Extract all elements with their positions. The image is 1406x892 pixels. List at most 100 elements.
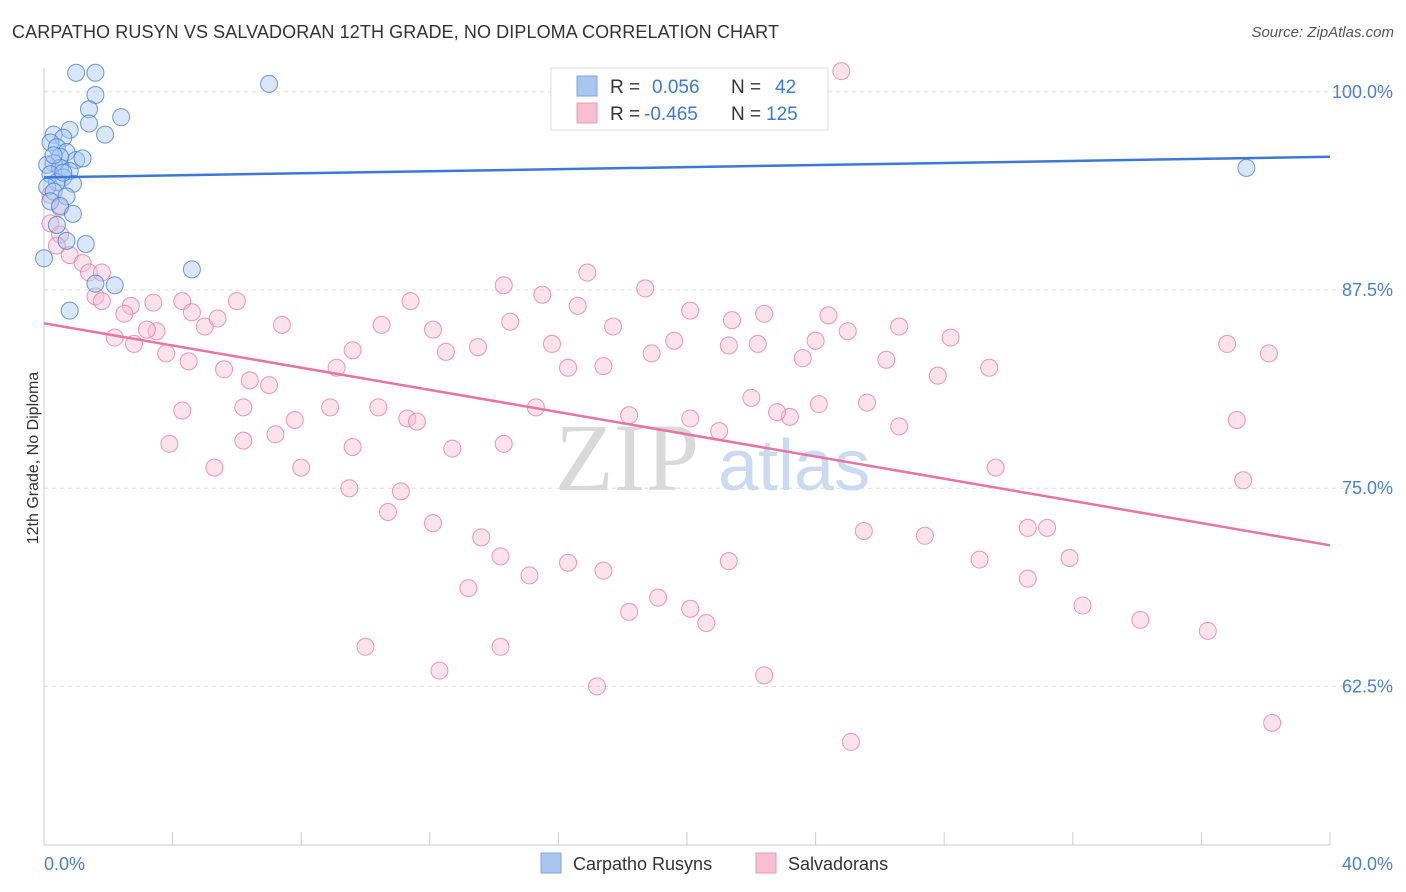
point-carpatho-rusyn xyxy=(86,63,105,82)
point-salvadoran xyxy=(841,732,860,751)
point-salvadoran xyxy=(215,360,234,379)
point-salvadoran xyxy=(970,550,989,569)
point-salvadoran xyxy=(372,315,391,334)
point-carpatho-rusyn xyxy=(44,146,63,165)
point-salvadoran xyxy=(60,246,79,265)
point-salvadoran xyxy=(266,425,285,444)
point-salvadoran xyxy=(272,315,291,334)
point-salvadoran xyxy=(620,602,639,621)
y-axis-label: 12th Grade, No Diploma xyxy=(25,372,42,545)
point-salvadoran xyxy=(182,303,201,322)
point-carpatho-rusyn xyxy=(60,301,79,320)
point-salvadoran xyxy=(86,287,105,306)
point-salvadoran xyxy=(681,409,700,428)
point-salvadoran xyxy=(234,398,253,417)
point-salvadoran xyxy=(356,637,375,656)
point-salvadoran xyxy=(234,431,253,450)
point-salvadoran xyxy=(594,357,613,376)
point-salvadoran xyxy=(806,331,825,350)
point-salvadoran xyxy=(407,412,426,431)
point-salvadoran xyxy=(137,320,156,339)
point-salvadoran xyxy=(92,292,111,311)
point-carpatho-rusyn xyxy=(182,260,201,279)
trend-line-carpatho-rusyns xyxy=(43,155,1331,179)
point-salvadoran xyxy=(542,334,561,353)
point-carpatho-rusyn xyxy=(67,63,86,82)
point-salvadoran xyxy=(986,458,1005,477)
series-salvadorans xyxy=(41,62,1282,751)
point-salvadoran xyxy=(157,344,176,363)
point-salvadoran xyxy=(73,254,92,273)
point-salvadoran xyxy=(832,62,851,81)
point-salvadoran xyxy=(1018,518,1037,537)
point-salvadoran xyxy=(1018,569,1037,588)
point-salvadoran xyxy=(240,371,259,390)
point-salvadoran xyxy=(494,434,513,453)
point-salvadoran xyxy=(858,393,877,412)
point-salvadoran xyxy=(819,306,838,325)
point-salvadoran xyxy=(424,320,443,339)
point-salvadoran xyxy=(1227,411,1246,430)
point-salvadoran xyxy=(1060,548,1079,567)
legend-n-value-blue: 42 xyxy=(775,77,796,98)
point-salvadoran xyxy=(369,398,388,417)
point-carpatho-rusyn xyxy=(112,108,131,127)
chart-title: CARPATHO RUSYN VS SALVADORAN 12TH GRADE,… xyxy=(12,22,780,42)
point-salvadoran xyxy=(285,411,304,430)
point-salvadoran xyxy=(768,403,787,422)
point-salvadoran xyxy=(227,292,246,311)
point-salvadoran xyxy=(793,349,812,368)
series-carpatho-rusyns xyxy=(35,63,1256,320)
point-salvadoran xyxy=(520,566,539,585)
point-salvadoran xyxy=(472,528,491,547)
point-salvadoran xyxy=(649,588,668,607)
point-carpatho-rusyn xyxy=(96,125,115,144)
point-salvadoran xyxy=(941,328,960,347)
point-salvadoran xyxy=(92,263,111,282)
point-salvadoran xyxy=(748,334,767,353)
point-salvadoran xyxy=(838,322,857,341)
point-salvadoran xyxy=(391,482,410,501)
legend-r-label-blue: R = xyxy=(610,77,640,98)
point-carpatho-rusyn xyxy=(63,204,82,223)
point-salvadoran xyxy=(710,422,729,441)
legend-swatch-pink xyxy=(576,102,598,124)
bottom-legend-swatch-blue xyxy=(540,852,562,874)
source-credit: Source: ZipAtlas.com xyxy=(1251,24,1394,41)
y-tick-labels: 100.0% 87.5% 75.0% 62.5% xyxy=(1332,82,1393,697)
legend-r-value-pink: -0.465 xyxy=(644,104,698,125)
point-salvadoran xyxy=(340,479,359,498)
point-carpatho-rusyn xyxy=(67,150,86,169)
point-salvadoran xyxy=(928,366,947,385)
point-salvadoran xyxy=(343,437,362,456)
point-carpatho-rusyn xyxy=(73,149,92,168)
point-salvadoran xyxy=(1198,621,1217,640)
point-salvadoran xyxy=(1263,713,1282,732)
legend-box: R = 0.056 N = 42 R = -0.465 N = 125 xyxy=(550,67,829,131)
x-axis-ticks xyxy=(43,832,1331,845)
point-carpatho-rusyn xyxy=(44,154,63,173)
point-salvadoran xyxy=(1131,610,1150,629)
point-salvadoran xyxy=(459,579,478,598)
legend-swatch-blue xyxy=(576,75,598,97)
point-carpatho-rusyn xyxy=(1237,158,1256,177)
point-salvadoran xyxy=(208,309,227,328)
legend-n-label-pink: N = xyxy=(731,104,761,125)
point-salvadoran xyxy=(398,409,417,428)
point-salvadoran xyxy=(195,317,214,336)
point-salvadoran xyxy=(915,526,934,545)
point-carpatho-rusyn xyxy=(105,276,124,295)
point-salvadoran xyxy=(321,398,340,417)
point-salvadoran xyxy=(47,236,66,255)
y-tick-label: 87.5% xyxy=(1342,280,1393,300)
point-salvadoran xyxy=(620,406,639,425)
point-carpatho-rusyn xyxy=(260,74,279,93)
trend-line-salvadorans xyxy=(43,322,1331,547)
point-carpatho-rusyn xyxy=(57,231,76,250)
bottom-legend-label-pink: Salvadorans xyxy=(788,854,888,874)
point-salvadoran xyxy=(604,317,623,336)
point-carpatho-rusyn xyxy=(47,215,66,234)
point-salvadoran xyxy=(533,285,552,304)
point-salvadoran xyxy=(173,401,192,420)
point-salvadoran xyxy=(179,352,198,371)
